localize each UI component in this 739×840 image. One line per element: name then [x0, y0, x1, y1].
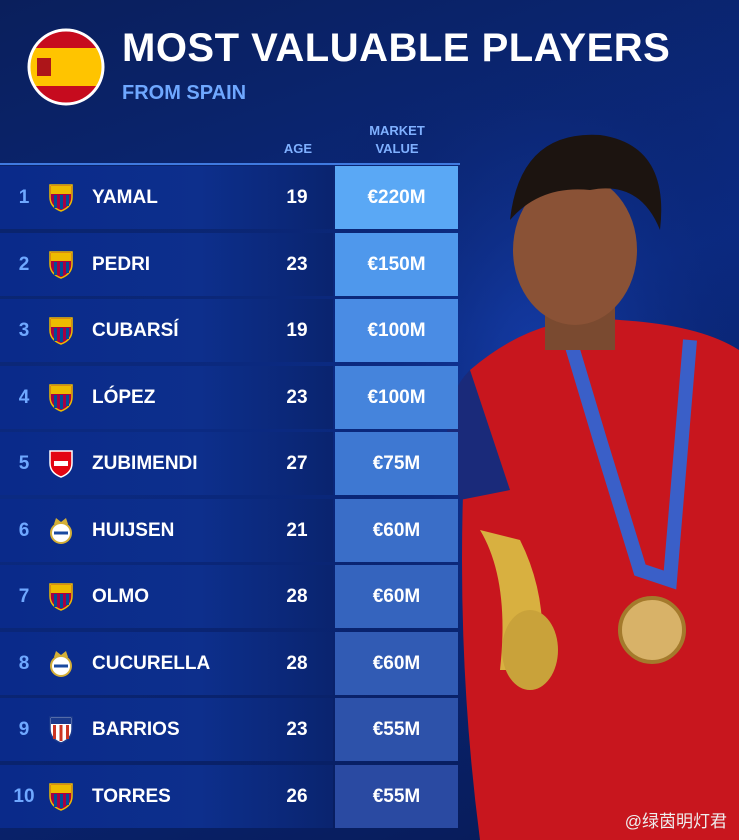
age: 28: [286, 586, 308, 607]
rank: 5: [18, 453, 30, 474]
table-row: 2 PEDRI 23 €150M: [0, 232, 460, 296]
age: 27: [286, 453, 308, 474]
value-background: [335, 631, 458, 695]
rank: 4: [18, 386, 30, 408]
spain-flag: [27, 28, 105, 106]
market-value: €60M: [372, 586, 421, 607]
player-name: YAMAL: [92, 187, 158, 208]
player-name: OLMO: [92, 586, 149, 607]
age: 19: [286, 187, 308, 208]
market-value: €100M: [367, 386, 426, 408]
player-name: TORRES: [92, 785, 171, 807]
table-row: 5 ZUBIMENDI 27 €75M: [0, 432, 460, 495]
market-value: €150M: [367, 253, 426, 275]
player-name: HUIJSEN: [92, 519, 175, 541]
club-crest: [49, 250, 73, 279]
value-background: [335, 565, 458, 628]
title: MOST VALUABLE PLAYERS: [122, 26, 671, 70]
column-header: AGE: [283, 141, 313, 156]
value-background: [335, 498, 458, 562]
market-value: €75M: [372, 453, 421, 474]
club-crest: [49, 782, 73, 811]
column-header: MARKET VALUE: [369, 123, 425, 156]
header-rule: [0, 163, 460, 165]
club-crest: [49, 184, 73, 212]
market-value: €60M: [372, 652, 421, 674]
rank: 10: [13, 785, 35, 807]
age: 26: [286, 785, 308, 807]
table-row: 1 YAMAL 19 €220M: [0, 166, 460, 229]
club-crest: [50, 517, 72, 544]
rank: 3: [18, 320, 30, 341]
age: 23: [286, 386, 308, 408]
age: 19: [286, 320, 308, 341]
table-row: 7 OLMO 28 €60M: [0, 565, 460, 628]
table-row: 6 HUIJSEN 21 €60M: [0, 498, 460, 562]
rank: 8: [18, 652, 30, 674]
value-background: [335, 698, 458, 761]
age: 21: [286, 519, 308, 541]
value-background: [335, 299, 458, 362]
club-crest: [49, 716, 73, 744]
value-background: [335, 432, 458, 495]
player-name: CUBARSÍ: [92, 320, 179, 341]
table-row: 9 BARRIOS 23 €55M: [0, 698, 460, 761]
rank: 1: [18, 187, 30, 208]
market-value: €100M: [367, 320, 426, 341]
table-row: 3 CUBARSÍ 19 €100M: [0, 299, 460, 362]
table-row: 10 TORRES 26 €55M: [0, 764, 460, 828]
club-crest: [50, 650, 72, 677]
table-row: 4 LÓPEZ 23 €100M: [0, 365, 460, 429]
rank: 2: [18, 253, 30, 275]
player-name: BARRIOS: [92, 719, 180, 740]
value-background: [335, 166, 458, 229]
age: 23: [286, 719, 308, 740]
market-value: €55M: [372, 719, 421, 740]
market-value: €55M: [372, 785, 421, 807]
rank: 9: [18, 719, 30, 740]
club-crest: [49, 317, 73, 345]
player-name: CUCURELLA: [92, 652, 211, 674]
value-background: [335, 365, 458, 429]
market-value: €220M: [367, 187, 426, 208]
player-photo: [340, 110, 739, 840]
club-crest: [49, 583, 73, 611]
value-background: [335, 232, 458, 296]
player-name: ZUBIMENDI: [92, 453, 198, 474]
rank: 7: [18, 586, 30, 607]
rank: 6: [18, 519, 30, 541]
player-name: PEDRI: [92, 253, 151, 275]
subtitle: FROM SPAIN: [122, 82, 247, 104]
age: 28: [286, 652, 308, 674]
watermark: @绿茵明灯君: [624, 812, 727, 831]
value-background: [335, 764, 458, 828]
age: 23: [286, 253, 308, 275]
player-name: LÓPEZ: [92, 386, 156, 408]
market-value: €60M: [372, 519, 421, 541]
club-crest: [49, 450, 73, 478]
table-row: 8 CUCURELLA 28 €60M: [0, 631, 460, 695]
club-crest: [49, 383, 73, 412]
